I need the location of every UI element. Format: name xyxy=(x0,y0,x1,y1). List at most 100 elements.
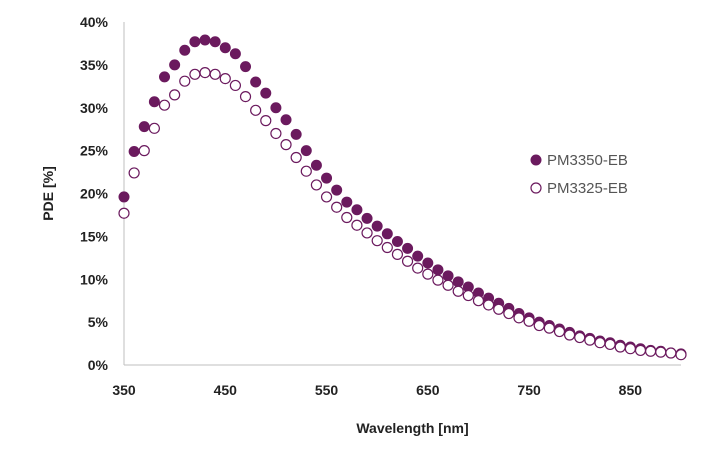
y-tick-label: 30% xyxy=(80,100,109,116)
data-point-pm3325-eb xyxy=(381,241,393,254)
y-tick-label: 0% xyxy=(88,357,109,373)
data-point-pm3325-eb xyxy=(452,285,464,297)
legend-marker-pm3350-eb xyxy=(530,154,542,166)
y-tick-label: 15% xyxy=(80,228,109,244)
data-point-pm3350-eb xyxy=(321,172,333,184)
data-point-pm3350-eb xyxy=(199,34,211,46)
data-point-pm3325-eb xyxy=(584,334,596,346)
legend: PM3350-EB PM3325-EB xyxy=(530,152,628,197)
data-point-pm3350-eb xyxy=(270,102,282,114)
data-point-pm3350-eb xyxy=(402,242,414,254)
legend-label-pm3325-eb: PM3325-EB xyxy=(547,180,628,197)
data-point-pm3350-eb xyxy=(260,87,272,99)
data-point-pm3350-eb xyxy=(341,196,353,208)
data-point-pm3325-eb xyxy=(209,68,221,80)
data-point-pm3350-eb xyxy=(209,36,221,48)
x-axis-title: Wavelength [nm] xyxy=(356,420,468,436)
data-point-pm3325-eb xyxy=(523,315,535,327)
data-point-pm3325-eb xyxy=(189,68,201,80)
y-tick-label: 20% xyxy=(80,186,109,202)
data-point-pm3325-eb xyxy=(270,127,282,140)
data-point-pm3350-eb xyxy=(169,59,181,71)
y-axis-title: PDE [%] xyxy=(40,166,56,220)
data-point-pm3325-eb xyxy=(351,219,363,231)
data-point-pm3325-eb xyxy=(401,255,414,267)
x-tick-label: 450 xyxy=(214,382,238,398)
data-point-pm3325-eb xyxy=(158,99,171,111)
data-point-pm3325-eb xyxy=(543,322,555,334)
data-point-pm3350-eb xyxy=(351,204,363,216)
data-point-pm3350-eb xyxy=(280,114,292,126)
data-point-pm3325-eb xyxy=(260,115,272,127)
legend-marker-pm3325-eb xyxy=(530,182,542,194)
data-point-pm3350-eb xyxy=(159,71,171,83)
data-point-pm3350-eb xyxy=(189,36,201,48)
data-point-pm3325-eb xyxy=(391,248,404,260)
data-point-pm3325-eb xyxy=(250,104,262,116)
data-point-pm3325-eb xyxy=(675,349,687,361)
data-point-pm3350-eb xyxy=(391,236,403,248)
data-point-pm3350-eb xyxy=(138,121,150,133)
data-point-pm3350-eb xyxy=(422,257,434,269)
data-point-pm3350-eb xyxy=(331,184,343,196)
y-tick-label: 5% xyxy=(88,314,109,330)
data-point-pm3325-eb xyxy=(179,75,191,87)
data-point-pm3325-eb xyxy=(563,329,576,341)
y-tick-label: 40% xyxy=(80,14,109,30)
data-point-pm3350-eb xyxy=(179,44,191,56)
data-point-pm3325-eb xyxy=(128,167,140,179)
data-point-pm3350-eb xyxy=(219,42,231,54)
series-pm3325-eb xyxy=(118,66,687,361)
data-point-pm3325-eb xyxy=(199,66,211,79)
data-point-pm3325-eb xyxy=(371,235,383,247)
data-point-pm3350-eb xyxy=(381,228,393,240)
data-point-pm3325-eb xyxy=(320,191,333,203)
data-point-pm3325-eb xyxy=(118,207,130,219)
data-point-pm3325-eb xyxy=(645,345,657,357)
data-point-pm3325-eb xyxy=(239,91,252,103)
data-point-pm3325-eb xyxy=(594,337,606,349)
data-point-pm3325-eb xyxy=(290,151,302,164)
data-point-pm3325-eb xyxy=(432,274,444,286)
data-point-pm3325-eb xyxy=(574,331,586,344)
data-point-pm3325-eb xyxy=(361,227,373,239)
x-tick-label: 350 xyxy=(112,382,136,398)
data-point-pm3325-eb xyxy=(331,201,343,213)
data-point-pm3350-eb xyxy=(250,76,262,88)
data-point-pm3350-eb xyxy=(310,159,322,171)
y-tick-label: 25% xyxy=(80,143,109,159)
data-point-pm3350-eb xyxy=(432,264,444,276)
data-point-pm3325-eb xyxy=(665,347,677,359)
data-point-pm3350-eb xyxy=(300,145,312,157)
data-point-pm3325-eb xyxy=(341,211,353,224)
data-point-pm3325-eb xyxy=(148,122,160,134)
legend-label-pm3350-eb: PM3350-EB xyxy=(547,152,628,169)
data-point-pm3325-eb xyxy=(442,279,454,291)
data-point-pm3325-eb xyxy=(533,319,545,332)
series-layer xyxy=(118,34,687,361)
data-point-pm3325-eb xyxy=(138,145,150,157)
data-point-pm3325-eb xyxy=(503,307,515,320)
data-point-pm3325-eb xyxy=(422,268,434,280)
data-point-pm3350-eb xyxy=(290,128,302,140)
x-tick-label: 650 xyxy=(416,382,440,398)
data-point-pm3325-eb xyxy=(169,89,181,101)
data-point-pm3325-eb xyxy=(472,295,485,307)
x-tick-label: 850 xyxy=(619,382,643,398)
y-tick-labels: 0% 5% 10% 15% 20% 25% 30% 35% 40% xyxy=(80,14,109,373)
data-point-pm3350-eb xyxy=(229,48,241,60)
data-point-pm3325-eb xyxy=(553,325,566,338)
data-point-pm3325-eb xyxy=(310,179,323,191)
data-point-pm3325-eb xyxy=(655,346,667,358)
data-point-pm3350-eb xyxy=(128,145,140,157)
data-point-pm3325-eb xyxy=(229,79,241,92)
data-point-pm3350-eb xyxy=(452,276,464,288)
data-point-pm3325-eb xyxy=(412,262,424,274)
data-point-pm3350-eb xyxy=(442,270,454,282)
data-point-pm3325-eb xyxy=(462,289,474,302)
data-point-pm3325-eb xyxy=(300,165,312,177)
x-tick-label: 750 xyxy=(517,382,541,398)
data-point-pm3325-eb xyxy=(624,343,636,355)
